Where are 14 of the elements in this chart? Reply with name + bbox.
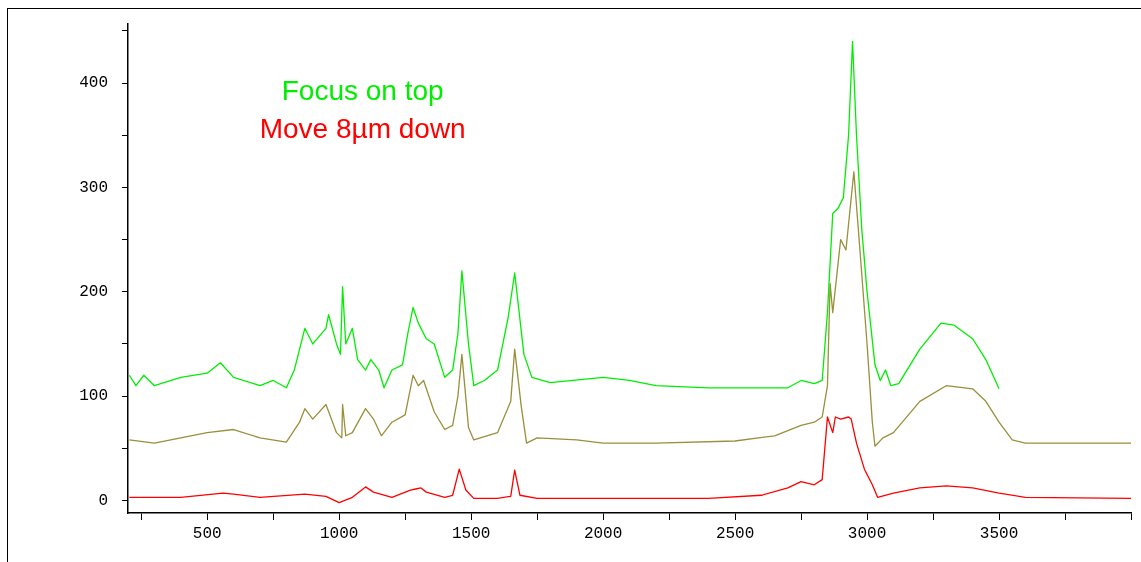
- y-tick-label: 400: [79, 74, 108, 93]
- x-tick-label: 2000: [583, 524, 623, 543]
- y-tick-label: 200: [79, 283, 108, 302]
- x-tick-label: 3500: [979, 524, 1019, 543]
- y-tick-label: 100: [79, 387, 108, 406]
- x-tick-label: 2500: [715, 524, 755, 543]
- y-tick-label: 300: [79, 178, 108, 197]
- text: Focus on top: [281, 75, 444, 107]
- x-tick-label: 500: [192, 524, 222, 543]
- x-tick-label: 3000: [847, 524, 887, 543]
- x-tick-label: 1000: [319, 524, 359, 543]
- text: Move 8µm down: [259, 113, 466, 145]
- x-tick-label: 1500: [451, 524, 491, 543]
- y-tick-label: 0: [98, 491, 108, 510]
